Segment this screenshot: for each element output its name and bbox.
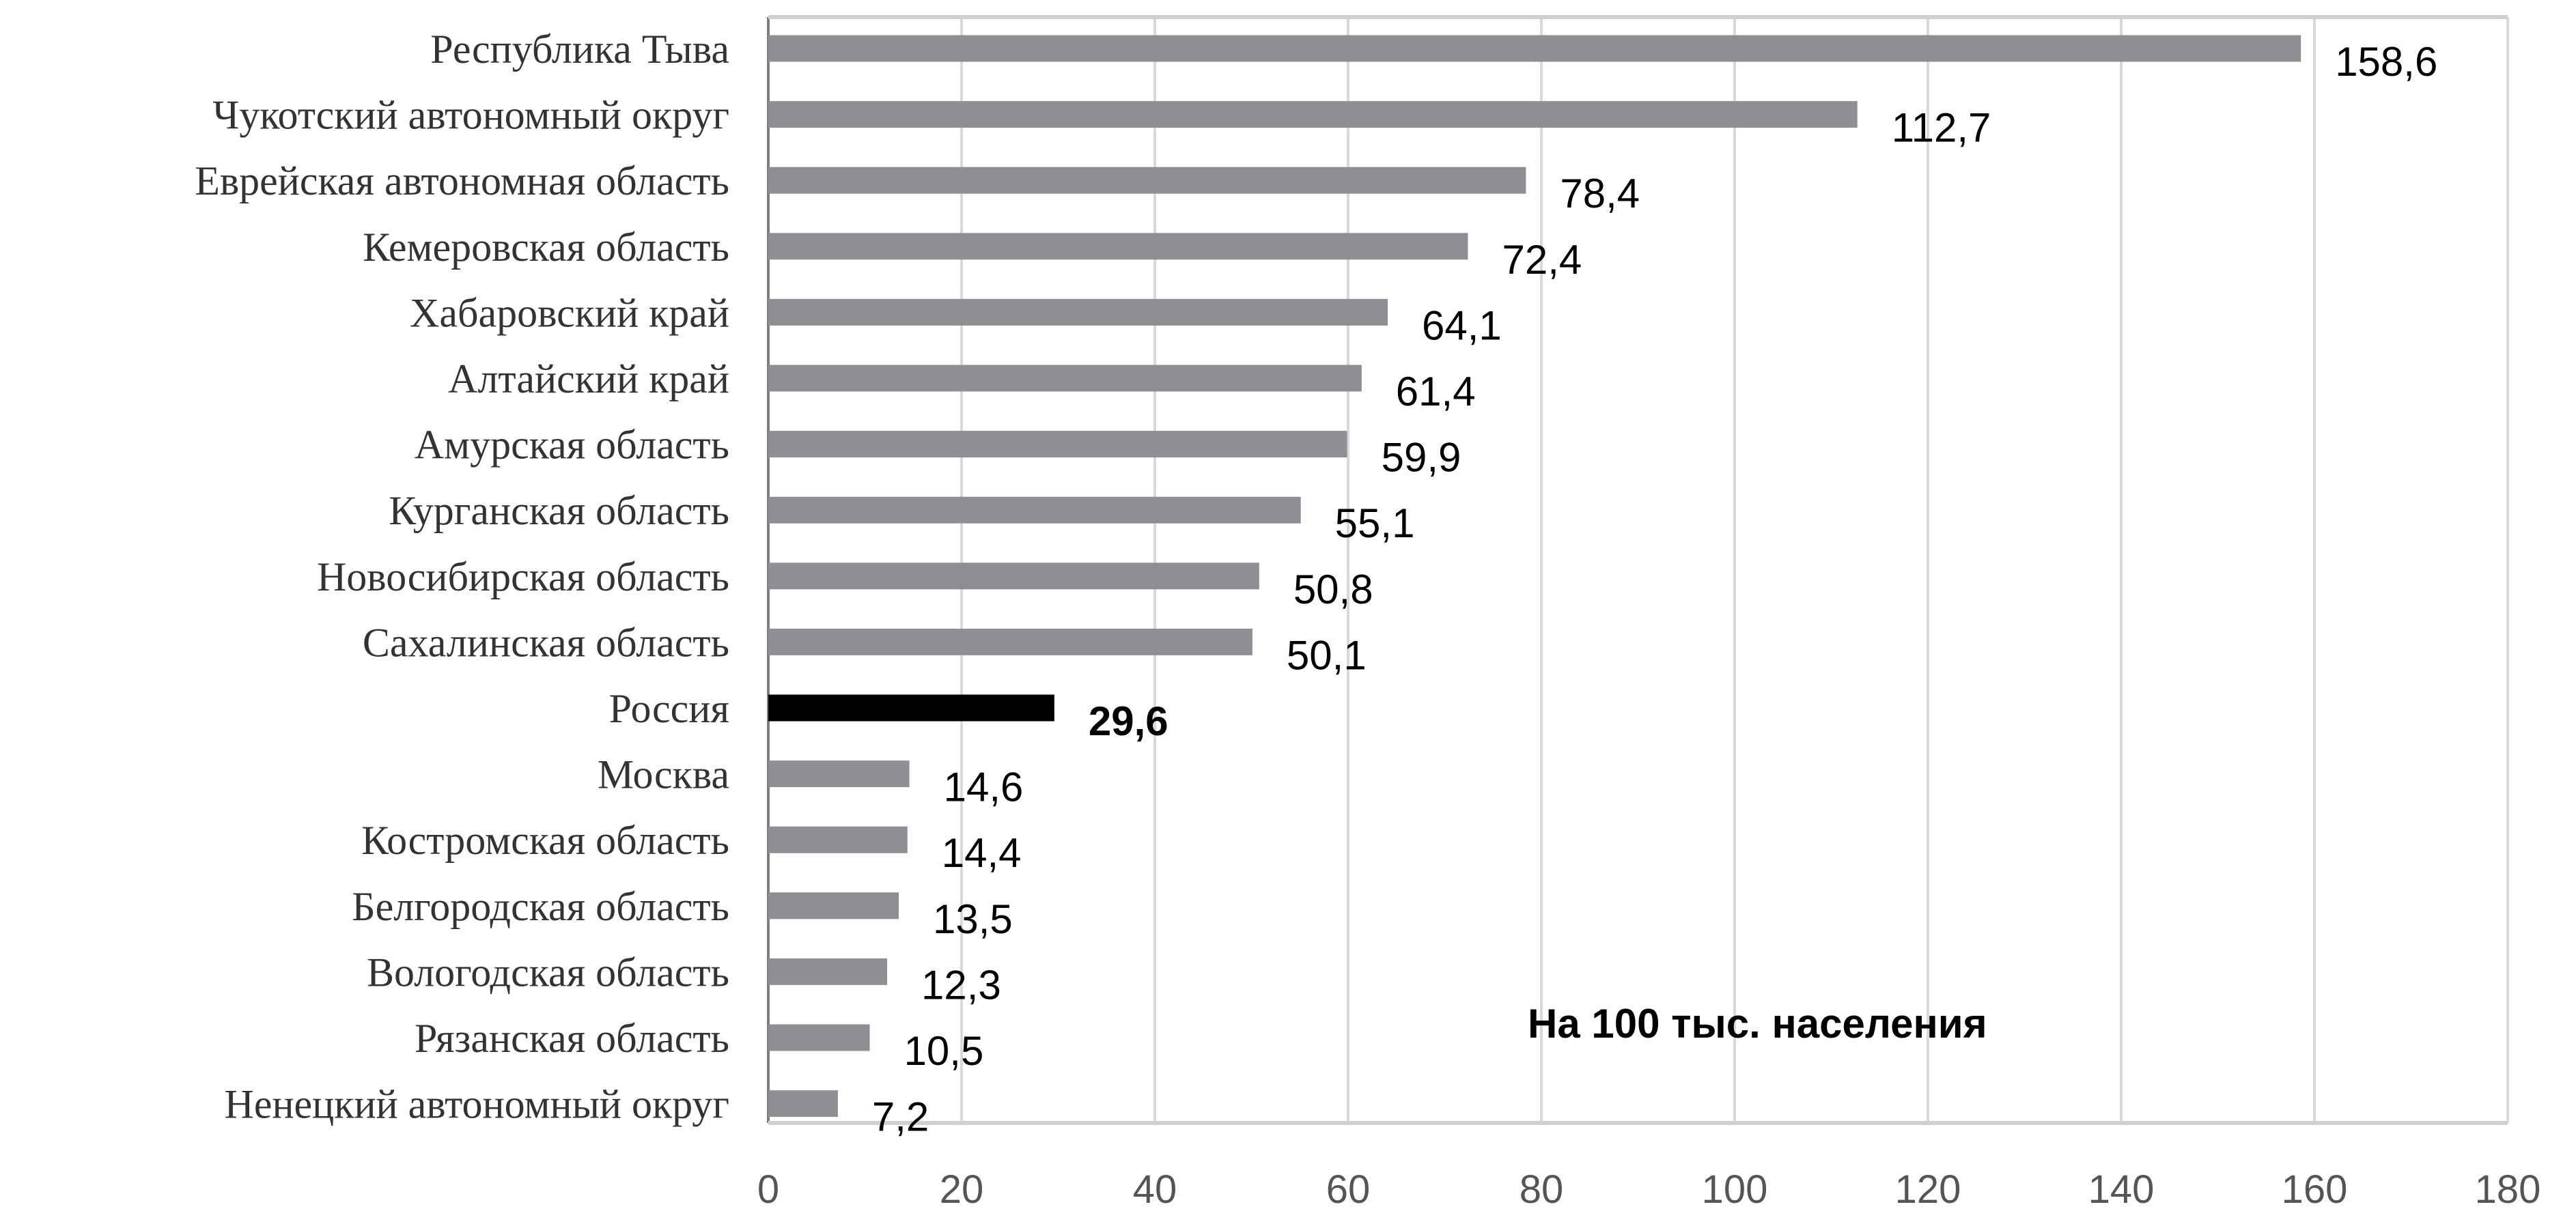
x-tick-label: 20 bbox=[940, 1167, 984, 1212]
category-label: Еврейская автономная область bbox=[195, 158, 729, 203]
category-label: Хабаровский край bbox=[410, 290, 729, 335]
x-tick-label: 40 bbox=[1133, 1167, 1177, 1212]
x-tick-label: 120 bbox=[1895, 1167, 1961, 1212]
category-label: Сахалинская область bbox=[363, 620, 729, 665]
bar bbox=[768, 431, 1347, 458]
data-label: 50,8 bbox=[1293, 567, 1373, 612]
category-label: Республика Тыва bbox=[430, 27, 729, 72]
x-tick-label: 160 bbox=[2282, 1167, 2348, 1212]
x-tick-label: 0 bbox=[757, 1167, 779, 1212]
data-label: 59,9 bbox=[1382, 435, 1461, 481]
data-label: 50,1 bbox=[1287, 632, 1367, 678]
bar bbox=[768, 760, 910, 788]
bar bbox=[768, 298, 1388, 326]
data-label: 13,5 bbox=[933, 896, 1013, 942]
bar bbox=[768, 167, 1526, 194]
category-label: Кемеровская область bbox=[363, 225, 729, 270]
bar bbox=[768, 496, 1301, 524]
bar bbox=[768, 694, 1054, 722]
data-label: 10,5 bbox=[904, 1028, 984, 1074]
category-label: Новосибирская область bbox=[317, 554, 729, 599]
x-tick-label: 140 bbox=[2088, 1167, 2155, 1212]
category-label: Белгородская область bbox=[352, 884, 729, 929]
category-label: Курганская область bbox=[389, 488, 729, 533]
data-label: 78,4 bbox=[1560, 171, 1640, 216]
bar bbox=[768, 101, 1858, 128]
x-tick-label: 100 bbox=[1702, 1167, 1768, 1212]
category-label: Вологодская область bbox=[367, 950, 729, 995]
bar bbox=[768, 628, 1252, 655]
bar bbox=[768, 1024, 870, 1051]
bar bbox=[768, 958, 888, 985]
bar bbox=[768, 892, 899, 920]
data-label: 64,1 bbox=[1422, 302, 1502, 348]
category-label: Костромская область bbox=[361, 818, 729, 863]
bar bbox=[768, 233, 1468, 260]
category-label: Рязанская область bbox=[415, 1016, 729, 1061]
category-label: Амурская область bbox=[415, 423, 729, 468]
category-label: Алтайский край bbox=[448, 356, 729, 401]
bar bbox=[768, 826, 908, 853]
x-tick-label: 80 bbox=[1520, 1167, 1564, 1212]
bar bbox=[768, 1090, 838, 1118]
data-label: 55,1 bbox=[1335, 500, 1415, 546]
data-label: 29,6 bbox=[1089, 698, 1168, 744]
x-tick-label: 60 bbox=[1326, 1167, 1371, 1212]
x-tick-label: 180 bbox=[2475, 1167, 2541, 1212]
data-label: 72,4 bbox=[1502, 237, 1582, 283]
category-label: Ненецкий автономный округ bbox=[224, 1082, 729, 1127]
data-label: 12,3 bbox=[921, 962, 1001, 1008]
bar bbox=[768, 563, 1259, 590]
bar bbox=[768, 365, 1362, 392]
data-label: 7,2 bbox=[872, 1094, 929, 1140]
category-label: Чукотский автономный округ bbox=[212, 93, 729, 138]
data-label: 112,7 bbox=[1892, 105, 1991, 151]
data-label: 158,6 bbox=[2335, 39, 2437, 85]
data-label: 61,4 bbox=[1396, 369, 1476, 414]
bar bbox=[768, 35, 2301, 62]
category-label: Россия bbox=[609, 686, 729, 731]
chart-annotation: На 100 тыс. населения bbox=[1528, 1001, 1987, 1047]
data-label: 14,4 bbox=[942, 830, 1022, 876]
data-label: 14,6 bbox=[944, 765, 1024, 810]
category-label: Москва bbox=[598, 752, 729, 797]
